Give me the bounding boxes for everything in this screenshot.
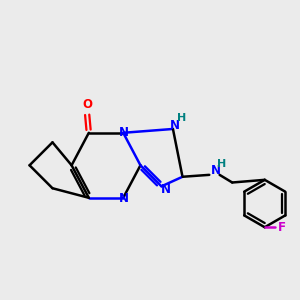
Text: H: H [177, 113, 186, 123]
Text: O: O [82, 98, 92, 111]
Text: F: F [278, 221, 286, 234]
Text: N: N [119, 125, 129, 139]
Text: N: N [161, 183, 171, 196]
Text: H: H [217, 159, 226, 169]
Text: N: N [211, 164, 221, 177]
Text: N: N [170, 119, 180, 132]
Text: N: N [119, 192, 129, 205]
